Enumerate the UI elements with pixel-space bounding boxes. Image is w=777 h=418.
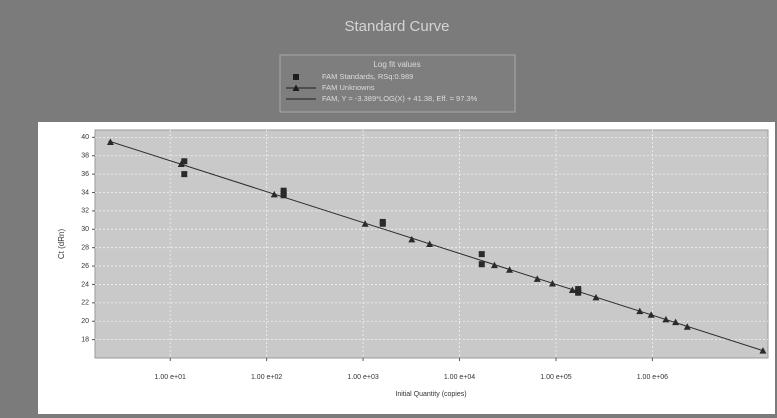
marker-triangle <box>292 84 300 91</box>
fit-line <box>108 140 764 352</box>
chart-title: Standard Curve <box>344 18 449 35</box>
marker-square <box>478 261 485 268</box>
x-tick-label: 1.00 e+04 <box>444 374 475 381</box>
y-tick-label: 34 <box>81 189 89 196</box>
x-tick-label: 1.00 e+03 <box>347 374 378 381</box>
y-tick-label: 30 <box>81 226 89 233</box>
marker-square <box>575 289 582 296</box>
marker-square <box>379 220 386 227</box>
marker-triangle <box>408 235 416 243</box>
y-tick-label: 18 <box>81 336 89 343</box>
x-tick-label: 1.00 e+05 <box>540 374 571 381</box>
marker-square <box>181 158 188 165</box>
y-tick-label: 28 <box>81 245 89 252</box>
legend-label: FAM, Y = -3.389*LOG(X) + 41.38, Eff. = 9… <box>322 94 478 103</box>
marker-square <box>478 251 485 258</box>
marker-square <box>293 74 299 80</box>
y-tick-label: 38 <box>81 153 89 160</box>
y-tick-label: 22 <box>81 300 89 307</box>
marker-square <box>280 192 287 199</box>
x-tick-label: 1.00 e+01 <box>155 374 186 381</box>
legend-label: FAM Standards, RSq:0.989 <box>322 72 413 81</box>
y-axis-label: Ct (dRn) <box>57 229 66 260</box>
x-axis-label: Initial Quantity (copies) <box>395 391 466 398</box>
legend-title: Log fit values <box>373 60 420 69</box>
y-tick-label: 26 <box>81 263 89 270</box>
x-tick-label: 1.00 e+02 <box>251 374 282 381</box>
y-tick-label: 32 <box>81 208 89 215</box>
legend-label: FAM Unknowns <box>322 83 375 92</box>
legend-box <box>279 54 516 113</box>
marker-square <box>181 171 188 178</box>
x-tick-label: 1.00 e+06 <box>637 374 668 381</box>
y-tick-label: 36 <box>81 171 89 178</box>
y-tick-label: 40 <box>81 134 89 141</box>
y-tick-label: 20 <box>81 318 89 325</box>
y-tick-label: 24 <box>81 281 89 288</box>
